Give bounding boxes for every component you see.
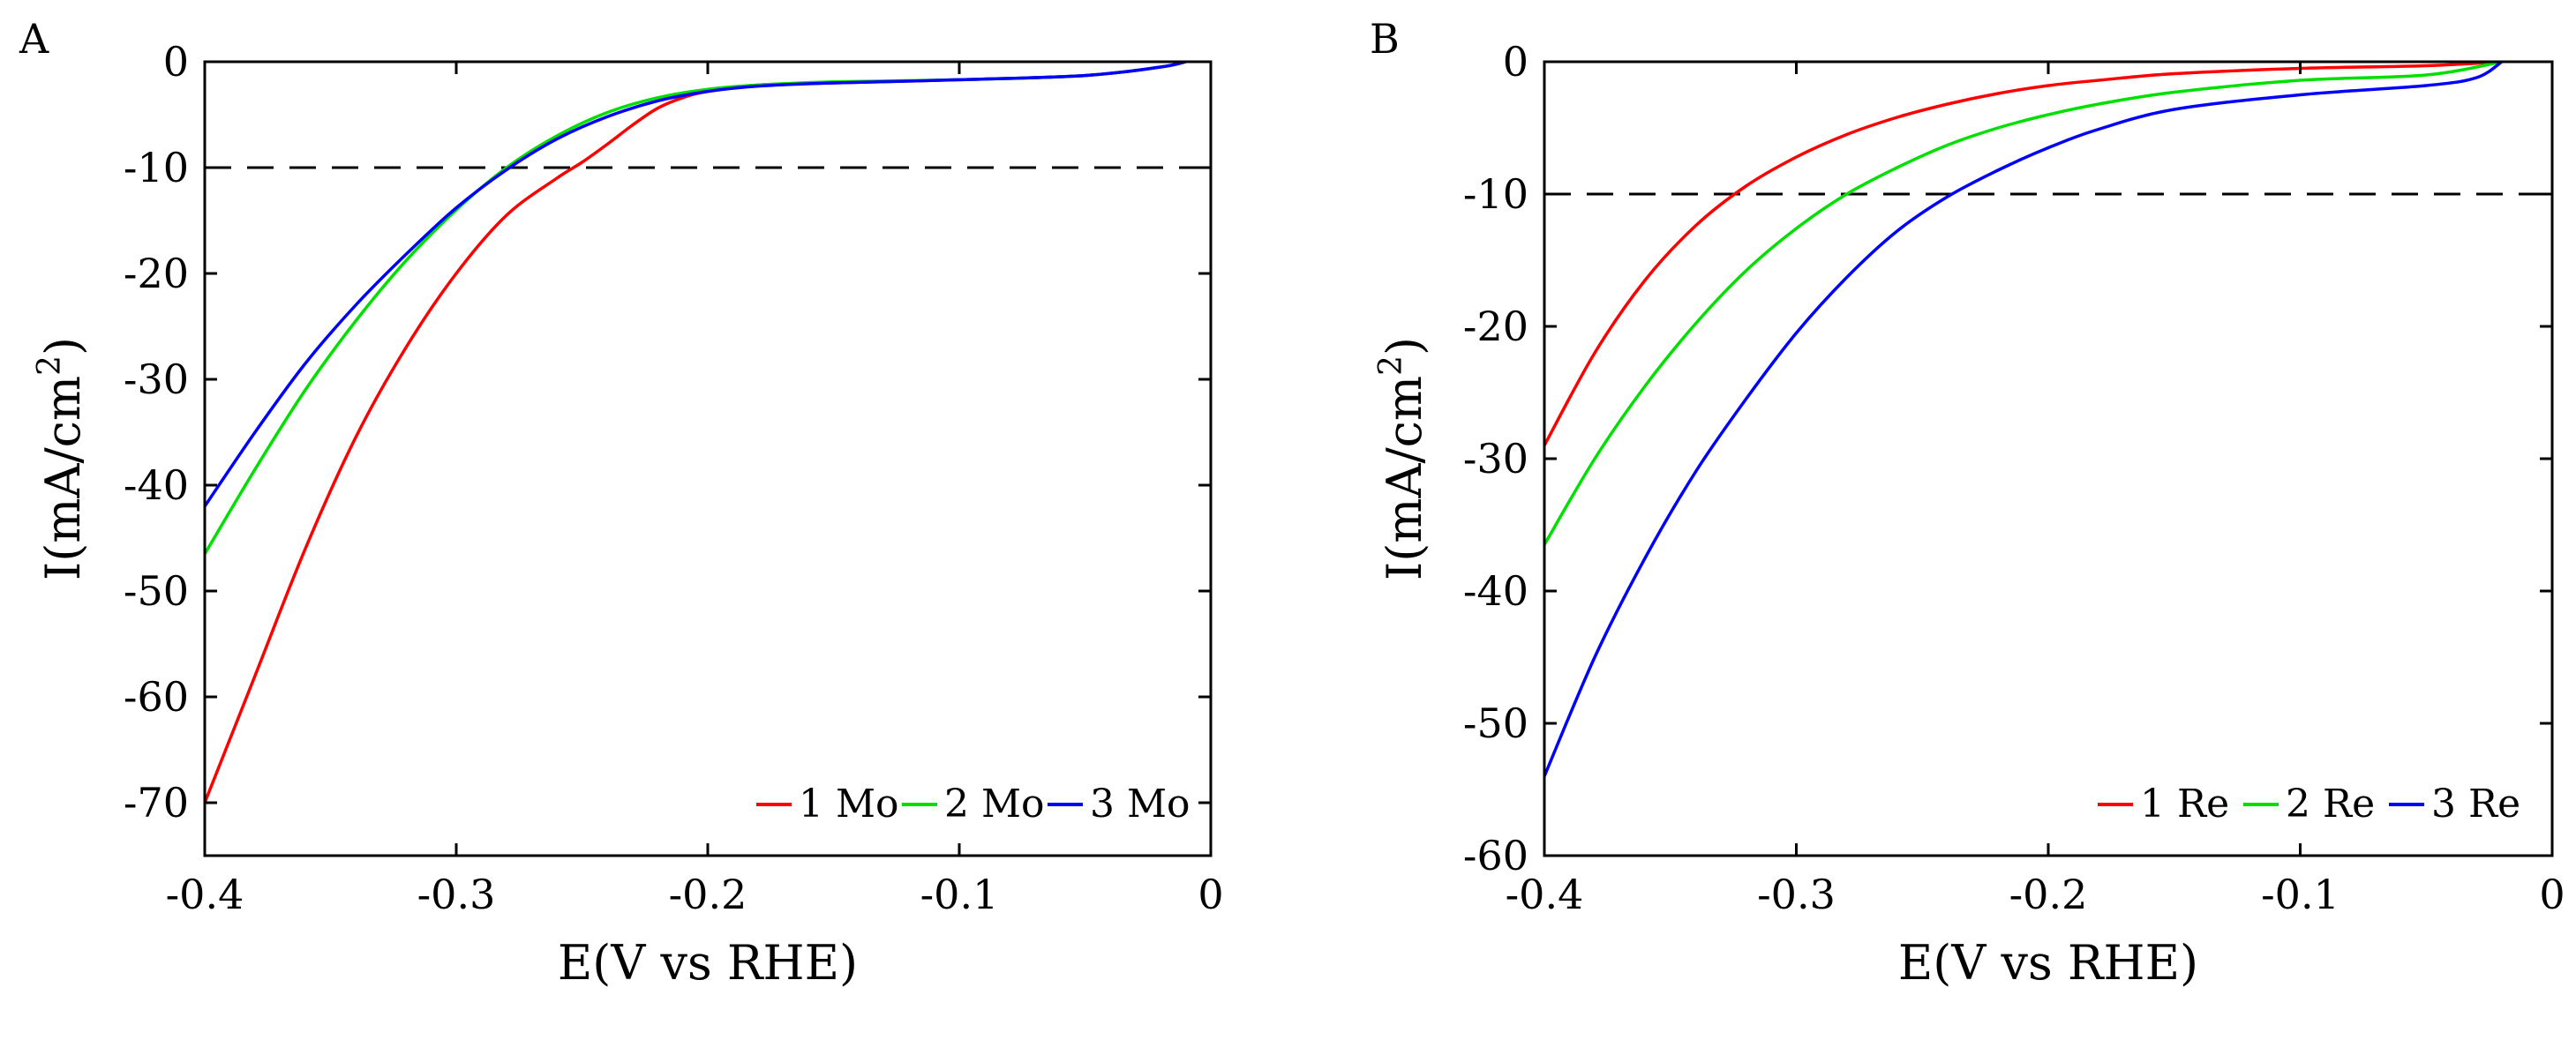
x-tick-label: -0.2 [669,871,747,918]
y-axis-label-superscript: 2 [32,355,68,376]
y-tick-label: -50 [1463,700,1528,747]
y-tick-label: -40 [124,461,189,509]
x-tick-label: -0.1 [920,871,999,918]
y-axis-label-main: I(mA/cm [1377,376,1432,580]
series-line-1-mo [205,62,1186,804]
legend-label: 1 Mo [799,782,899,827]
x-tick-label: -0.1 [2261,871,2339,918]
legend-label: 2 Re [2286,782,2375,827]
panel-letter: B [1370,15,1400,63]
x-axis-label: E(V vs RHE) [558,935,858,991]
legend-label: 3 Re [2431,782,2520,827]
y-axis-label: I(mA/cm2) [1373,337,1432,580]
x-tick-label: 0 [2539,871,2565,918]
legend-label: 1 Re [2140,782,2229,827]
y-axis-label-close: ) [1377,337,1432,355]
y-axis-label-close: ) [35,337,91,355]
panel-a: A -0.4 -0.3 -0.2 -0.1 0 0 -10 -20 -30 -40 -50 -60 -70… [19,15,1224,991]
y-tick-label: -30 [124,355,189,403]
series-line-3-mo [205,62,1186,507]
y-tick-label: 0 [163,38,189,86]
axes-box [1543,60,2554,857]
y-tick-label: -50 [124,567,189,615]
panel-letter: A [19,15,49,63]
x-tick-label: -0.4 [1506,871,1584,918]
y-axis-label-main: I(mA/cm [35,376,91,580]
y-axis-label-superscript: 2 [1373,355,1409,376]
legend: 1 Mo 2 Mo 3 Mo [756,782,1190,827]
x-tick-label: 0 [1198,871,1223,918]
y-tick-label: -20 [1463,303,1528,350]
x-tick-label: -0.2 [2009,871,2088,918]
y-tick-label: -40 [1463,567,1528,615]
legend-label: 3 Mo [1090,782,1190,827]
x-tick-label: -0.3 [1757,871,1836,918]
y-tick-label: -10 [124,144,189,191]
legend-label: 2 Mo [944,782,1045,827]
series-line-3-re [1544,62,2503,777]
y-tick-label: -70 [124,779,189,827]
y-tick-label: -20 [124,250,189,297]
y-tick-label: -10 [1463,170,1528,218]
x-axis-label: E(V vs RHE) [1898,935,2198,991]
x-tick-label: -0.4 [166,871,244,918]
y-tick-label: -60 [124,673,189,721]
x-tick-label: -0.3 [417,871,496,918]
series-line-1-re [1544,62,2502,446]
y-tick-label: -30 [1463,435,1528,483]
y-tick-label: 0 [1503,38,1528,86]
y-tick-label: -60 [1463,832,1528,879]
panel-b: B -0.4 -0.3 -0.2 -0.1 0 0 -10 -20 -30 -40 -50 -60 E(V… [1370,15,2565,991]
y-axis-label: I(mA/cm2) [32,337,91,580]
series-line-2-re [1544,62,2503,546]
legend: 1 Re 2 Re 3 Re [2098,782,2520,827]
axes-box [203,60,1213,857]
